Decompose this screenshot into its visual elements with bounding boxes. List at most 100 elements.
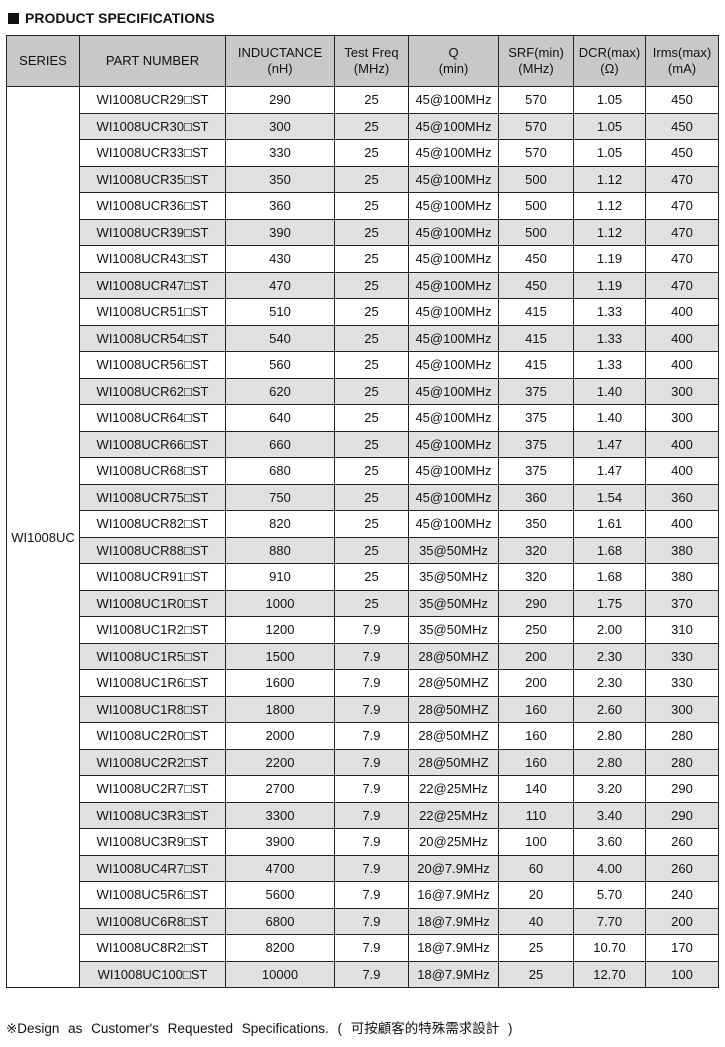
- test-freq-cell: 25: [334, 298, 409, 326]
- table-row: WI1008UC2R0□ST 2000 7.9 28@50MHZ 160 2.80 280: [7, 722, 719, 750]
- header-label: SRF(min): [508, 45, 564, 60]
- header-label: Test Freq: [344, 45, 399, 60]
- part-number-cell: WI1008UC100□ST: [79, 960, 226, 988]
- srf-cell: 25: [498, 960, 574, 988]
- q-cell: 45@100MHz: [408, 218, 499, 246]
- srf-cell: 140: [498, 775, 574, 803]
- table-row: WI1008UCR64□ST 640 25 45@100MHz 375 1.40 300: [7, 404, 719, 432]
- irms-cell: 300: [645, 695, 719, 723]
- header-inductance: INDUCTANCE (nH): [225, 35, 335, 87]
- q-cell: 18@7.9MHz: [408, 934, 499, 962]
- irms-cell: 450: [645, 139, 719, 167]
- part-number-cell: WI1008UCR54□ST: [79, 324, 226, 352]
- test-freq-cell: 25: [334, 377, 409, 405]
- inductance-cell: 390: [225, 218, 335, 246]
- part-number-cell: WI1008UCR64□ST: [79, 404, 226, 432]
- table-row: WI1008UCR75□ST 750 25 45@100MHz 360 1.54 360: [7, 483, 719, 511]
- header-unit: (MHz): [518, 61, 554, 76]
- inductance-cell: 1200: [225, 616, 335, 644]
- dcr-cell: 1.68: [573, 536, 646, 564]
- inductance-cell: 10000: [225, 960, 335, 988]
- irms-cell: 330: [645, 642, 719, 670]
- test-freq-cell: 7.9: [334, 669, 409, 697]
- srf-cell: 360: [498, 483, 574, 511]
- table-row: WI1008UCR30□ST 300 25 45@100MHz 570 1.05 450: [7, 112, 719, 140]
- test-freq-cell: 7.9: [334, 695, 409, 723]
- header-label: DCR(max): [578, 45, 641, 60]
- table-row: WI1008UC2R2□ST 2200 7.9 28@50MHZ 160 2.80 280: [7, 748, 719, 776]
- irms-cell: 470: [645, 192, 719, 220]
- part-number-cell: WI1008UC6R8□ST: [79, 907, 226, 935]
- q-cell: 35@50MHz: [408, 536, 499, 564]
- q-cell: 35@50MHz: [408, 616, 499, 644]
- inductance-cell: 640: [225, 404, 335, 432]
- square-bullet-icon: [8, 12, 19, 24]
- irms-cell: 400: [645, 457, 719, 485]
- part-number-cell: WI1008UC8R2□ST: [79, 934, 226, 962]
- inductance-cell: 350: [225, 165, 335, 193]
- test-freq-cell: 25: [334, 404, 409, 432]
- part-number-cell: WI1008UC1R5□ST: [79, 642, 226, 670]
- test-freq-cell: 7.9: [334, 722, 409, 750]
- irms-cell: 300: [645, 377, 719, 405]
- srf-cell: 110: [498, 801, 574, 829]
- test-freq-cell: 7.9: [334, 828, 409, 856]
- inductance-cell: 470: [225, 271, 335, 299]
- header-unit: (Ω): [600, 61, 619, 76]
- header-label: PART NUMBER: [105, 53, 200, 68]
- dcr-cell: 2.60: [573, 695, 646, 723]
- srf-cell: 415: [498, 324, 574, 352]
- dcr-cell: 3.40: [573, 801, 646, 829]
- dcr-cell: 2.30: [573, 669, 646, 697]
- table-row: WI1008UC2R7□ST 2700 7.9 22@25MHz 140 3.20 290: [7, 775, 719, 803]
- dcr-cell: 1.54: [573, 483, 646, 511]
- table-row: WI1008UCR54□ST 540 25 45@100MHz 415 1.33 400: [7, 324, 719, 352]
- dcr-cell: 1.75: [573, 589, 646, 617]
- dcr-cell: 1.47: [573, 457, 646, 485]
- srf-cell: 160: [498, 748, 574, 776]
- part-number-cell: WI1008UCR62□ST: [79, 377, 226, 405]
- header-series: SERIES: [6, 35, 80, 87]
- table-row: WI1008UCR56□ST 560 25 45@100MHz 415 1.33 400: [7, 351, 719, 379]
- header-q: Q (min): [408, 35, 499, 87]
- header-dcr: DCR(max) (Ω): [573, 35, 646, 87]
- irms-cell: 400: [645, 430, 719, 458]
- q-cell: 28@50MHZ: [408, 695, 499, 723]
- srf-cell: 250: [498, 616, 574, 644]
- srf-cell: 450: [498, 245, 574, 273]
- irms-cell: 330: [645, 669, 719, 697]
- irms-cell: 370: [645, 589, 719, 617]
- irms-cell: 470: [645, 271, 719, 299]
- test-freq-cell: 25: [334, 218, 409, 246]
- inductance-cell: 750: [225, 483, 335, 511]
- inductance-cell: 330: [225, 139, 335, 167]
- test-freq-cell: 25: [334, 351, 409, 379]
- dcr-cell: 1.33: [573, 351, 646, 379]
- srf-cell: 450: [498, 271, 574, 299]
- srf-cell: 375: [498, 404, 574, 432]
- header-label: INDUCTANCE: [237, 45, 323, 60]
- header-unit: (min): [438, 61, 469, 76]
- part-number-cell: WI1008UC4R7□ST: [79, 854, 226, 882]
- inductance-cell: 2000: [225, 722, 335, 750]
- part-number-cell: WI1008UC1R8□ST: [79, 695, 226, 723]
- test-freq-cell: 7.9: [334, 907, 409, 935]
- test-freq-cell: 25: [334, 165, 409, 193]
- header-test-freq: Test Freq (MHz): [334, 35, 409, 87]
- q-cell: 28@50MHZ: [408, 722, 499, 750]
- irms-cell: 260: [645, 828, 719, 856]
- part-number-cell: WI1008UCR47□ST: [79, 271, 226, 299]
- dcr-cell: 3.60: [573, 828, 646, 856]
- part-number-cell: WI1008UCR88□ST: [79, 536, 226, 564]
- test-freq-cell: 25: [334, 86, 409, 114]
- dcr-cell: 2.30: [573, 642, 646, 670]
- q-cell: 45@100MHz: [408, 377, 499, 405]
- test-freq-cell: 7.9: [334, 616, 409, 644]
- table-row: WI1008UCR39□ST 390 25 45@100MHz 500 1.12 470: [7, 218, 719, 246]
- section-title: PRODUCT SPECIFICATIONS: [8, 10, 215, 26]
- q-cell: 45@100MHz: [408, 510, 499, 538]
- part-number-cell: WI1008UC1R0□ST: [79, 589, 226, 617]
- part-number-cell: WI1008UCR39□ST: [79, 218, 226, 246]
- table-row: WI1008UCR36□ST 360 25 45@100MHz 500 1.12 470: [7, 192, 719, 220]
- q-cell: 35@50MHz: [408, 563, 499, 591]
